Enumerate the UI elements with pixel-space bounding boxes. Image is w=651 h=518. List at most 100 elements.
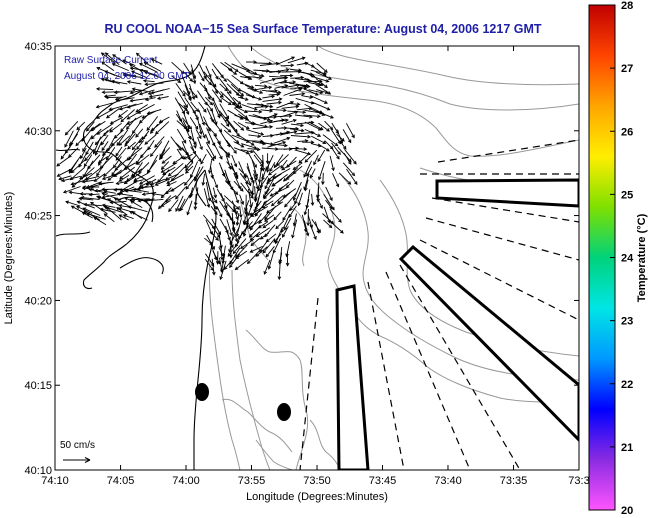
current-vector <box>276 101 294 109</box>
current-vector-head <box>303 173 307 178</box>
current-vector-head <box>331 167 335 172</box>
current-vector <box>172 156 184 164</box>
current-vector-head <box>211 225 216 230</box>
current-vector <box>273 154 284 168</box>
current-vector <box>322 213 334 224</box>
current-vector-head <box>226 180 231 185</box>
current-vector-head <box>184 107 189 112</box>
current-vector <box>260 109 273 112</box>
current-vector-head <box>263 270 267 275</box>
current-vector <box>260 232 269 240</box>
current-vector-head <box>181 110 185 115</box>
current-vector-head <box>88 192 93 197</box>
current-vector-head <box>136 161 140 165</box>
current-vector-head <box>219 276 223 281</box>
current-vector-head <box>201 77 205 82</box>
current-vector-head <box>284 143 288 148</box>
current-vector <box>79 172 93 180</box>
current-vector <box>159 147 171 160</box>
current-vector-head <box>298 69 302 74</box>
current-vector <box>232 102 242 108</box>
current-vector <box>330 146 340 160</box>
current-vector-head <box>56 163 60 167</box>
current-vector <box>248 188 252 208</box>
current-vector <box>253 69 270 72</box>
current-vector <box>281 160 297 171</box>
current-vector <box>210 199 218 210</box>
current-vector <box>103 166 115 177</box>
current-vector <box>197 136 203 150</box>
current-vector <box>199 123 206 138</box>
current-vector-head <box>235 140 240 144</box>
current-vector <box>181 147 194 163</box>
current-vector <box>150 178 166 185</box>
current-vector-head <box>198 130 203 135</box>
colorbar-tick-label: 28 <box>621 0 633 12</box>
current-vector-head <box>109 120 114 125</box>
current-vector-head <box>76 200 81 204</box>
current-vector <box>275 220 285 229</box>
current-vector <box>304 149 318 163</box>
current-vector-head <box>194 94 198 99</box>
current-vector <box>281 127 299 130</box>
current-vector <box>102 172 122 180</box>
current-vector-head <box>88 187 93 192</box>
current-vector-head <box>126 145 131 150</box>
current-vector-head <box>160 203 165 207</box>
current-vector <box>329 208 342 223</box>
current-vector <box>119 214 129 221</box>
current-vector-head <box>101 61 105 65</box>
current-vector <box>240 76 251 79</box>
current-vector-head <box>288 114 293 118</box>
current-vector-head <box>283 108 287 113</box>
current-vector <box>182 120 189 132</box>
current-vector-head <box>258 75 263 80</box>
current-vector <box>264 205 277 220</box>
current-vector-head <box>101 90 106 95</box>
current-vector <box>227 68 237 75</box>
current-vector <box>71 179 85 185</box>
colorbar-tick-label: 21 <box>621 442 633 454</box>
current-vector-head <box>150 127 155 132</box>
current-vector <box>284 193 297 208</box>
current-vector-head <box>185 167 189 171</box>
current-vector <box>303 173 310 190</box>
current-vector-head <box>273 239 278 243</box>
current-vector <box>313 154 319 165</box>
current-vector-head <box>82 207 87 211</box>
current-vector <box>263 259 271 275</box>
current-vector <box>233 147 250 154</box>
current-vector <box>155 178 170 186</box>
current-vector-head <box>248 225 252 229</box>
current-vector <box>98 156 109 163</box>
current-vector-head <box>248 233 253 238</box>
current-vector-head <box>240 245 244 249</box>
current-vector <box>259 239 269 252</box>
current-vector <box>346 123 355 138</box>
x-tick-label: 73:40 <box>434 475 462 487</box>
current-vector <box>57 167 74 177</box>
current-vector <box>211 68 219 80</box>
current-vector-head <box>124 197 129 201</box>
current-vector-head <box>144 198 148 203</box>
current-vector <box>134 172 149 181</box>
current-vector-head <box>291 56 296 60</box>
current-vector <box>298 192 303 206</box>
current-vector <box>248 219 262 229</box>
scale-vector <box>63 457 91 463</box>
current-vector-head <box>282 217 286 222</box>
current-vector-head <box>58 176 63 181</box>
current-vector <box>130 67 148 72</box>
current-vector-head <box>266 180 270 184</box>
current-vector <box>143 80 155 83</box>
current-vector <box>264 179 274 195</box>
current-vector <box>245 75 262 79</box>
current-vector-head <box>298 159 303 164</box>
current-vector <box>145 97 156 101</box>
current-vector <box>122 59 136 67</box>
current-vector <box>128 206 148 213</box>
current-vector-head <box>210 157 215 162</box>
current-vector <box>184 127 191 140</box>
current-vector <box>171 61 185 74</box>
